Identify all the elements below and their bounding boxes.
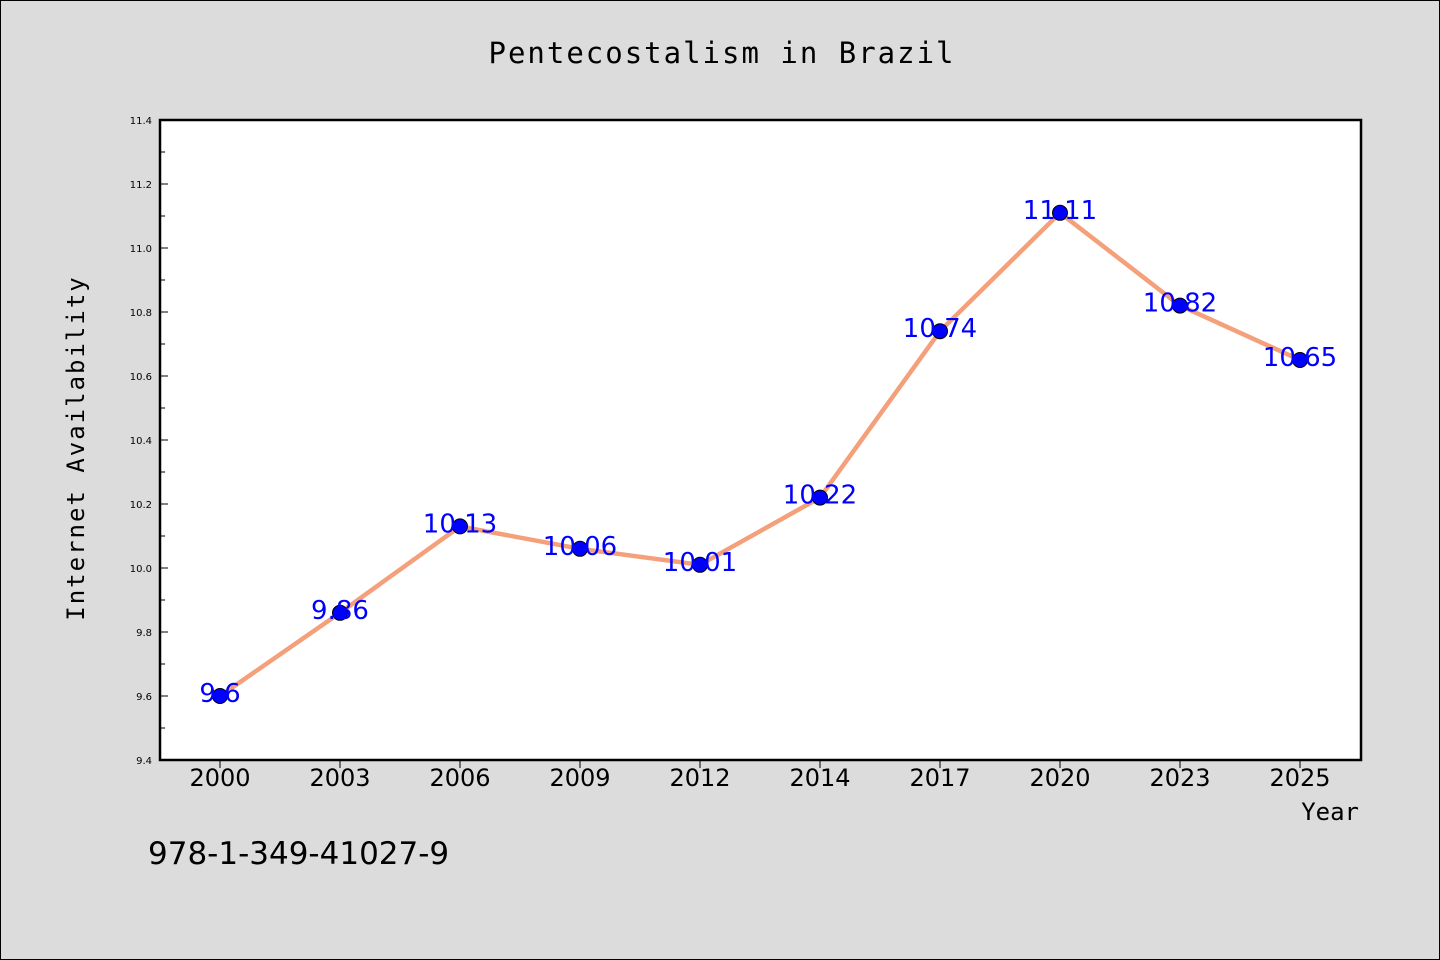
data-point bbox=[932, 323, 948, 340]
y-axis-label: Internet Availability bbox=[62, 275, 90, 620]
series-line bbox=[218, 210, 1301, 698]
y-tick-label: 10.4 bbox=[130, 436, 152, 447]
data-labels: 9.6 9.86 10.13 10.06 10.01 10.22 10.74 11.11 10.… bbox=[199, 196, 1337, 709]
x-axis: 2000 2003 2006 2009 2012 2014 2017 2020 2023 2025 bbox=[189, 760, 1331, 792]
x-axis-label: Year bbox=[1301, 798, 1359, 826]
x-tick-label: 2003 bbox=[309, 764, 370, 792]
data-point bbox=[452, 518, 468, 535]
y-tick-label: 10.2 bbox=[130, 500, 152, 511]
data-label: 9.6 bbox=[199, 679, 240, 709]
y-tick-label: 9.8 bbox=[136, 628, 152, 639]
x-tick-label: 2012 bbox=[669, 764, 730, 792]
data-label: 10.13 bbox=[423, 509, 497, 539]
x-tick-label: 2006 bbox=[429, 764, 490, 792]
y-tick-label: 11.4 bbox=[130, 116, 152, 127]
data-label: 11.11 bbox=[1023, 196, 1097, 226]
y-tick-label: 9.4 bbox=[136, 756, 152, 767]
y-tick-label: 10.0 bbox=[130, 564, 152, 575]
series-markers bbox=[212, 204, 1308, 704]
y-axis: 9.4 9.6 9.8 10.0 10.2 10.4 10.6 10.8 11.0 11.2 11.… bbox=[130, 116, 168, 767]
x-tick-label: 2025 bbox=[1269, 764, 1330, 792]
y-tick-label: 10.8 bbox=[130, 308, 152, 319]
data-point bbox=[332, 604, 348, 621]
x-tick-label: 2023 bbox=[1149, 764, 1210, 792]
data-label: 10.22 bbox=[783, 481, 857, 511]
data-point bbox=[212, 688, 228, 704]
data-label: 10.01 bbox=[663, 548, 737, 578]
data-label: 10.82 bbox=[1143, 289, 1217, 319]
data-point bbox=[1172, 297, 1188, 314]
x-tick-label: 2014 bbox=[789, 764, 850, 792]
data-point bbox=[812, 489, 828, 506]
y-tick-label: 11.0 bbox=[130, 244, 152, 255]
data-label: 10.74 bbox=[903, 314, 977, 344]
plot-area bbox=[158, 118, 1363, 762]
data-label: 10.65 bbox=[1263, 343, 1337, 373]
data-point bbox=[692, 556, 708, 573]
data-point bbox=[572, 540, 588, 557]
isbn-text: 978-1-349-41027-9 bbox=[148, 836, 449, 872]
data-point bbox=[1292, 352, 1308, 368]
x-tick-label: 2009 bbox=[549, 764, 610, 792]
y-tick-label: 10.6 bbox=[130, 372, 152, 383]
x-tick-label: 2000 bbox=[189, 764, 250, 792]
y-tick-label: 9.6 bbox=[136, 692, 152, 703]
chart-title: Pentecostalism in Brazil bbox=[488, 36, 955, 70]
x-tick-label: 2020 bbox=[1029, 764, 1090, 792]
x-tick-label: 2017 bbox=[909, 764, 970, 792]
data-label: 10.06 bbox=[543, 532, 617, 562]
y-tick-label: 11.2 bbox=[130, 180, 152, 191]
data-point bbox=[1052, 204, 1068, 221]
data-label: 9.86 bbox=[311, 596, 369, 626]
